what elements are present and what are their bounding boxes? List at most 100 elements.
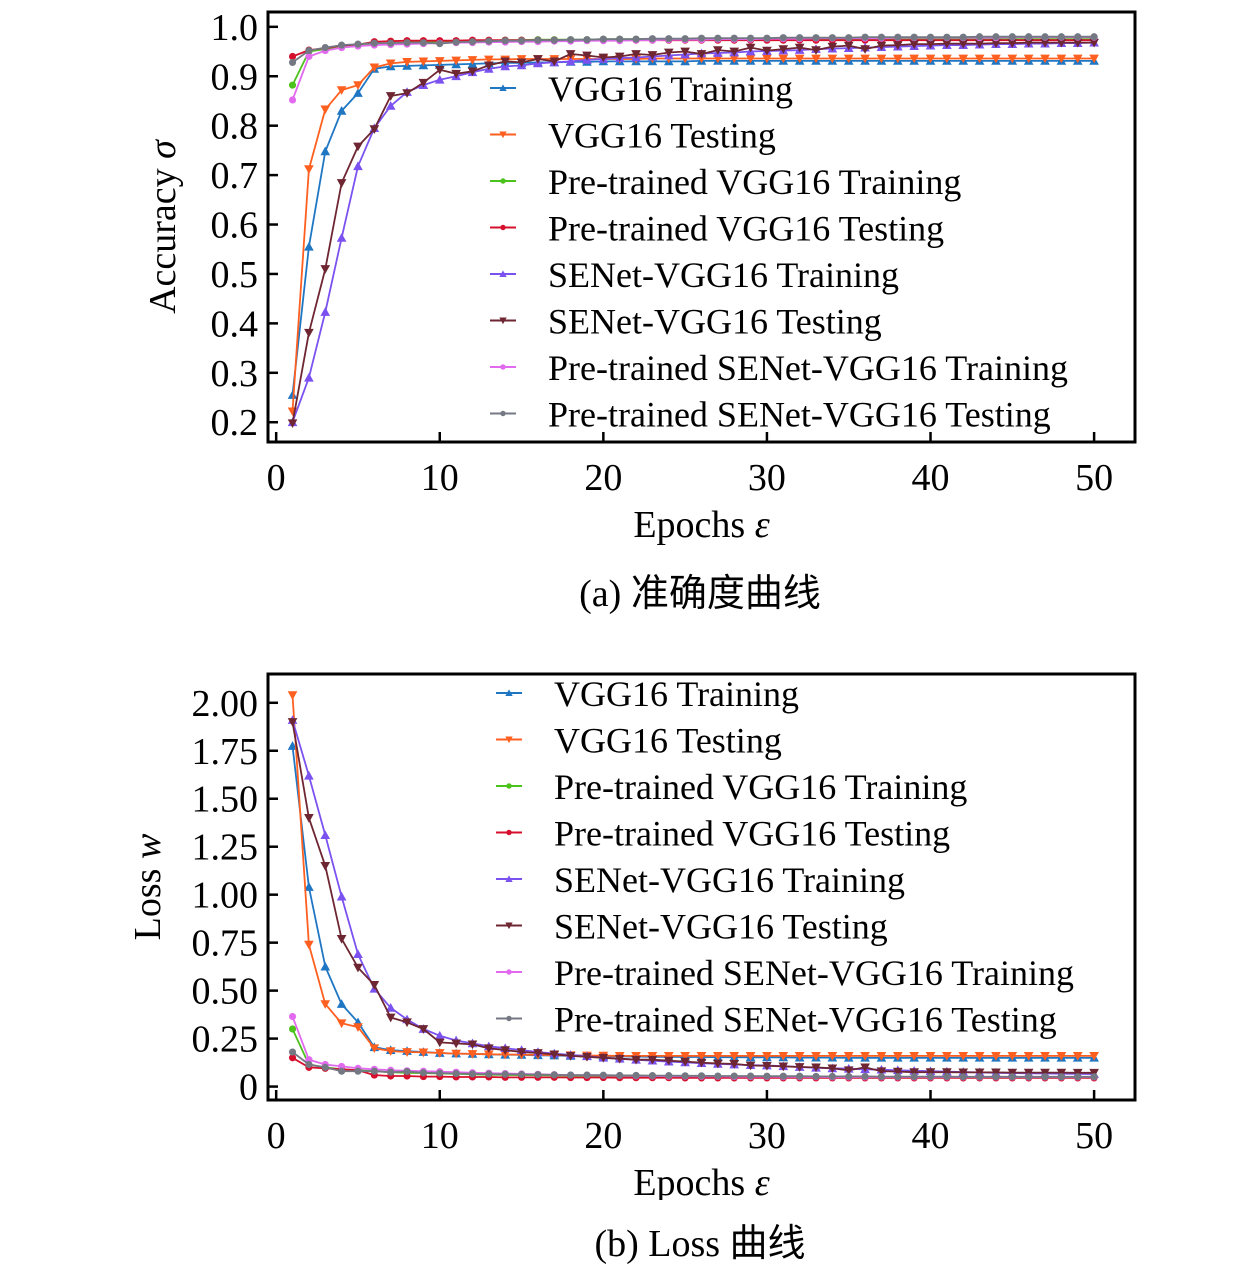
data-point [534, 1071, 542, 1079]
data-point [402, 89, 412, 98]
data-point [484, 1050, 494, 1060]
data-point [402, 58, 412, 67]
data-point [796, 34, 804, 42]
data-point [828, 1072, 836, 1080]
data-point [1089, 1052, 1099, 1061]
y-axis-label: Loss w [127, 833, 169, 940]
data-point [385, 92, 396, 101]
data-point [418, 78, 429, 88]
data-point [1008, 1073, 1016, 1081]
data-point [320, 307, 331, 316]
data-point [336, 86, 347, 95]
data-point [1023, 38, 1034, 48]
data-point [794, 43, 805, 53]
data-point [287, 741, 298, 750]
plot-frame [266, 672, 1137, 1102]
legend-item: Pre-trained SENet-VGG16 Testing [490, 395, 1051, 435]
data-point [321, 44, 329, 52]
data-point [647, 51, 658, 60]
plot-area [287, 33, 1099, 429]
data-point [697, 1072, 706, 1080]
data-point [1007, 54, 1018, 64]
data-point [336, 233, 347, 242]
x-axis-label: Epochs ε [633, 1162, 769, 1200]
data-point [843, 1052, 854, 1061]
data-point [680, 1052, 690, 1061]
data-point [894, 33, 902, 41]
x-tick-label: 20 [584, 1115, 622, 1157]
data-point [354, 40, 362, 48]
data-point [1007, 1068, 1018, 1078]
legend-item: Pre-trained VGG16 Training [496, 767, 967, 807]
data-point [1072, 1052, 1083, 1061]
data-point [533, 1049, 543, 1058]
data-point [696, 1052, 707, 1061]
data-point [1041, 1073, 1049, 1081]
data-point [909, 54, 919, 64]
data-point [288, 52, 297, 61]
data-point [516, 1048, 527, 1057]
data-point [729, 54, 740, 64]
data-point [304, 814, 314, 823]
legend-swatch-marker [505, 689, 513, 696]
data-point [942, 1068, 952, 1078]
data-point [747, 1072, 755, 1080]
data-point [320, 862, 331, 871]
data-point [434, 65, 445, 75]
x-tick-label: 30 [748, 457, 786, 499]
data-point [451, 1039, 461, 1049]
data-point [370, 1067, 378, 1075]
y-tick-label: 1.50 [192, 779, 259, 821]
data-point [974, 1068, 985, 1078]
data-point [894, 1073, 902, 1081]
legend-label: VGG16 Training [548, 69, 793, 109]
data-point [500, 1050, 511, 1060]
series-line [291, 721, 1095, 1074]
data-point [1056, 38, 1067, 48]
series-line [291, 60, 1095, 396]
data-point [958, 39, 969, 49]
data-point [418, 1025, 429, 1034]
data-point [369, 125, 380, 134]
data-point [403, 39, 411, 47]
data-point [354, 1067, 362, 1075]
data-point [549, 1050, 560, 1060]
y-tick-label: 0 [239, 1067, 258, 1109]
legend-swatch-marker [506, 829, 512, 836]
data-point [959, 1073, 967, 1081]
legend-item: SENet-VGG16 Testing [490, 302, 882, 342]
data-point [779, 1072, 787, 1080]
y-tick-label: 0.75 [192, 923, 259, 965]
legend-label: Pre-trained SENet-VGG16 Training [548, 348, 1068, 388]
data-point [860, 1063, 870, 1073]
data-point [320, 961, 331, 971]
data-point [1008, 33, 1016, 41]
data-point [1007, 39, 1018, 48]
data-point [747, 34, 755, 42]
data-point [338, 41, 346, 49]
data-point [680, 1057, 690, 1067]
data-point [305, 46, 313, 55]
data-point [713, 1059, 723, 1069]
data-point [647, 1055, 658, 1065]
data-point [419, 1069, 427, 1077]
data-point [1023, 1052, 1034, 1061]
data-point [828, 34, 836, 42]
y-tick-label: 0.9 [211, 56, 259, 98]
data-point [287, 419, 298, 429]
data-point [387, 1068, 395, 1076]
data-point [501, 1070, 509, 1078]
data-point [517, 37, 526, 45]
data-point [304, 882, 314, 891]
data-point [845, 1072, 853, 1080]
data-point [892, 41, 903, 50]
data-point [288, 1054, 297, 1062]
data-point [305, 52, 313, 61]
data-point [1089, 38, 1099, 48]
data-point [534, 36, 542, 44]
x-tick-label: 40 [912, 1115, 950, 1157]
data-point [843, 1066, 854, 1076]
data-point [338, 1067, 346, 1075]
legend-swatch-marker [506, 1015, 512, 1022]
legend-item: Pre-trained VGG16 Testing [490, 209, 944, 249]
